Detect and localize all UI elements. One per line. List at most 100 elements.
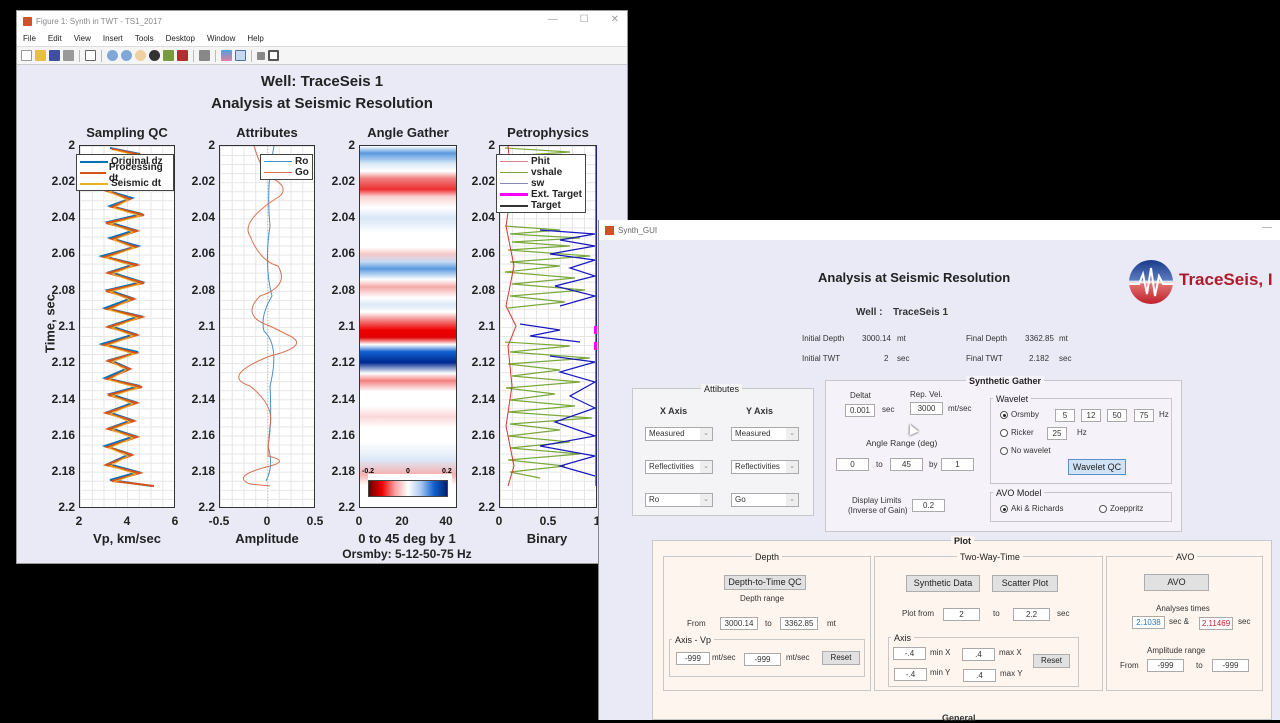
menu-file[interactable]: File	[23, 34, 36, 43]
chevron-down-icon: ⌄	[700, 494, 712, 506]
min-x-input[interactable]: -.4	[893, 647, 926, 660]
synthetic-data-button[interactable]: Synthetic Data	[906, 575, 980, 592]
colorbar-icon[interactable]	[221, 50, 232, 61]
synth-gui-title: Synth_GUI	[618, 225, 658, 235]
chevron-down-icon: ⌄	[700, 461, 712, 473]
axes-petrophysics[interactable]: Phit vshale sw Ext. Target Target	[496, 145, 598, 508]
avo-model-panel: AVO Model Aki & Richards Zoeppritz	[990, 488, 1172, 522]
vp-max-input[interactable]: -999	[744, 653, 781, 666]
pan-hand-icon[interactable]	[135, 50, 146, 61]
legend-icon[interactable]	[235, 50, 246, 61]
figure-title-line1: Well: TraceSeis 1	[260, 73, 384, 90]
figure-title-line2: Analysis at Seismic Resolution	[211, 95, 433, 112]
menu-tools[interactable]: Tools	[134, 34, 154, 43]
chevron-down-icon: ⌄	[786, 428, 798, 440]
menu-desktop[interactable]: Desktop	[165, 34, 195, 43]
plot-to-input[interactable]: 2.2	[1013, 608, 1050, 621]
minimize-button[interactable]: —	[1262, 222, 1272, 233]
x-axis-select-3[interactable]: Ro ⌄	[645, 493, 713, 507]
new-file-icon[interactable]	[21, 50, 32, 61]
print-icon[interactable]	[63, 50, 74, 61]
min-y-input[interactable]: -.4	[894, 668, 927, 681]
final-depth-value: 3362.85	[1025, 334, 1054, 343]
link-plot-icon[interactable]	[199, 50, 210, 61]
angle-from-input[interactable]: 0	[836, 458, 869, 471]
y-axis-select-3[interactable]: Go ⌄	[731, 493, 799, 507]
synth-gui-window: Synth_GUI — Analysis at Seismic Resoluti…	[598, 220, 1280, 723]
menu-insert[interactable]: Insert	[102, 34, 123, 43]
axes-title-attributes: Attributes	[236, 125, 298, 140]
hide-plot-tools-icon[interactable]	[257, 51, 265, 60]
depth-from-input[interactable]: 3000.14	[720, 617, 758, 630]
menu-help[interactable]: Help	[247, 34, 264, 43]
vp-min-input[interactable]: -999	[676, 652, 710, 665]
brush-icon[interactable]	[177, 50, 188, 61]
close-button[interactable]: ✕	[610, 14, 619, 25]
colorbar: -0.2 0 0.2	[362, 468, 452, 504]
axes-attributes[interactable]: Ro Go	[219, 145, 315, 509]
orsmby-f3-input[interactable]: 50	[1107, 409, 1127, 422]
zoeppritz-radio[interactable]	[1099, 505, 1107, 513]
axes-sampling-qc[interactable]: Original dz Processing dt Seismic dt	[76, 145, 175, 508]
figure-window: Figure 1: Synth in TWT - TS1_2017 — ☐ ✕ …	[16, 10, 628, 564]
maximize-button[interactable]: ☐	[579, 14, 589, 25]
chevron-down-icon: ⌄	[700, 428, 712, 440]
depth-to-input[interactable]: 3362.85	[780, 617, 818, 630]
depth-to-time-qc-button[interactable]: Depth-to-Time QC	[724, 575, 806, 590]
deltat-input[interactable]: 0.001	[845, 404, 875, 417]
aki-richards-radio[interactable]	[1000, 505, 1008, 513]
initial-depth-value: 3000.14	[862, 334, 891, 343]
y-axis-select-2[interactable]: Reflectivities ⌄	[731, 460, 799, 474]
legend-sampling-qc: Original dz Processing dt Seismic dt	[76, 154, 174, 191]
figure-titlebar: Figure 1: Synth in TWT - TS1_2017 — ☐ ✕	[17, 11, 627, 31]
orsmby-radio[interactable]	[1000, 411, 1008, 419]
show-plot-tools-icon[interactable]	[268, 50, 279, 61]
zoom-in-icon[interactable]	[107, 50, 118, 61]
no-wavelet-radio[interactable]	[1000, 447, 1008, 455]
scatter-plot-button[interactable]: Scatter Plot	[992, 575, 1058, 592]
menu-view[interactable]: View	[73, 34, 91, 43]
amp-from-input[interactable]: -999	[1147, 659, 1184, 672]
twt-reset-button[interactable]: Reset	[1033, 654, 1070, 668]
max-x-input[interactable]: .4	[962, 648, 995, 661]
x-axis-select-1[interactable]: Measured ⌄	[645, 427, 713, 441]
plot-from-input[interactable]: 2	[943, 608, 980, 621]
menu-window[interactable]: Window	[206, 34, 236, 43]
ricker-freq-input[interactable]: 25	[1047, 427, 1067, 440]
axes-angle-gather[interactable]: -0.2 0 0.2	[359, 145, 457, 508]
attributes-panel: Attibutes X Axis Y Axis Measured ⌄ Measur…	[632, 384, 814, 516]
orsmby-f2-input[interactable]: 12	[1081, 409, 1101, 422]
general-section-title: General	[942, 713, 976, 723]
save-icon[interactable]	[49, 50, 60, 61]
analysis-time-1-input[interactable]: 2.1038	[1132, 616, 1165, 629]
open-folder-icon[interactable]	[35, 50, 46, 61]
plot-panel: Plot Depth Depth-to-Time QC Depth range …	[652, 536, 1272, 720]
minimize-button[interactable]: —	[547, 14, 558, 25]
x-axis-select-2[interactable]: Reflectivities ⌄	[645, 460, 713, 474]
zoom-out-icon[interactable]	[121, 50, 132, 61]
menu-edit[interactable]: Edit	[47, 34, 62, 43]
ricker-radio[interactable]	[1000, 429, 1008, 437]
data-cursor-icon[interactable]	[163, 50, 174, 61]
rotate-3d-icon[interactable]	[149, 50, 160, 61]
analysis-time-2-input[interactable]: 2.11469	[1199, 617, 1233, 630]
max-y-input[interactable]: .4	[963, 669, 996, 682]
avo-button[interactable]: AVO	[1144, 574, 1209, 591]
synth-gui-titlebar: Synth_GUI —	[599, 220, 1280, 240]
amp-to-input[interactable]: -999	[1212, 659, 1249, 672]
pointer-icon[interactable]	[85, 50, 96, 61]
depth-reset-button[interactable]: Reset	[822, 651, 860, 665]
angle-by-input[interactable]: 1	[941, 458, 974, 471]
avo-panel: AVO AVO Analyses times 2.1038 sec & 2.11…	[1106, 552, 1263, 691]
orsmby-f4-input[interactable]: 75	[1134, 409, 1154, 422]
legend-attributes: Ro Go	[260, 154, 313, 180]
wavelet-qc-button[interactable]: Wavelet QC	[1068, 459, 1126, 475]
orsmby-f1-input[interactable]: 5	[1055, 409, 1075, 422]
axes-title-petrophysics: Petrophysics	[507, 125, 589, 140]
display-limits-input[interactable]: 0.2	[912, 499, 945, 512]
rep-vel-input[interactable]: 3000	[910, 402, 943, 415]
y-axis-select-1[interactable]: Measured ⌄	[731, 427, 799, 441]
angle-to-input[interactable]: 45	[890, 458, 923, 471]
axis-vp-panel: Axis - Vp -999 mt/sec -999 mt/sec Reset	[669, 635, 865, 677]
depth-panel: Depth Depth-to-Time QC Depth range From …	[663, 552, 871, 691]
